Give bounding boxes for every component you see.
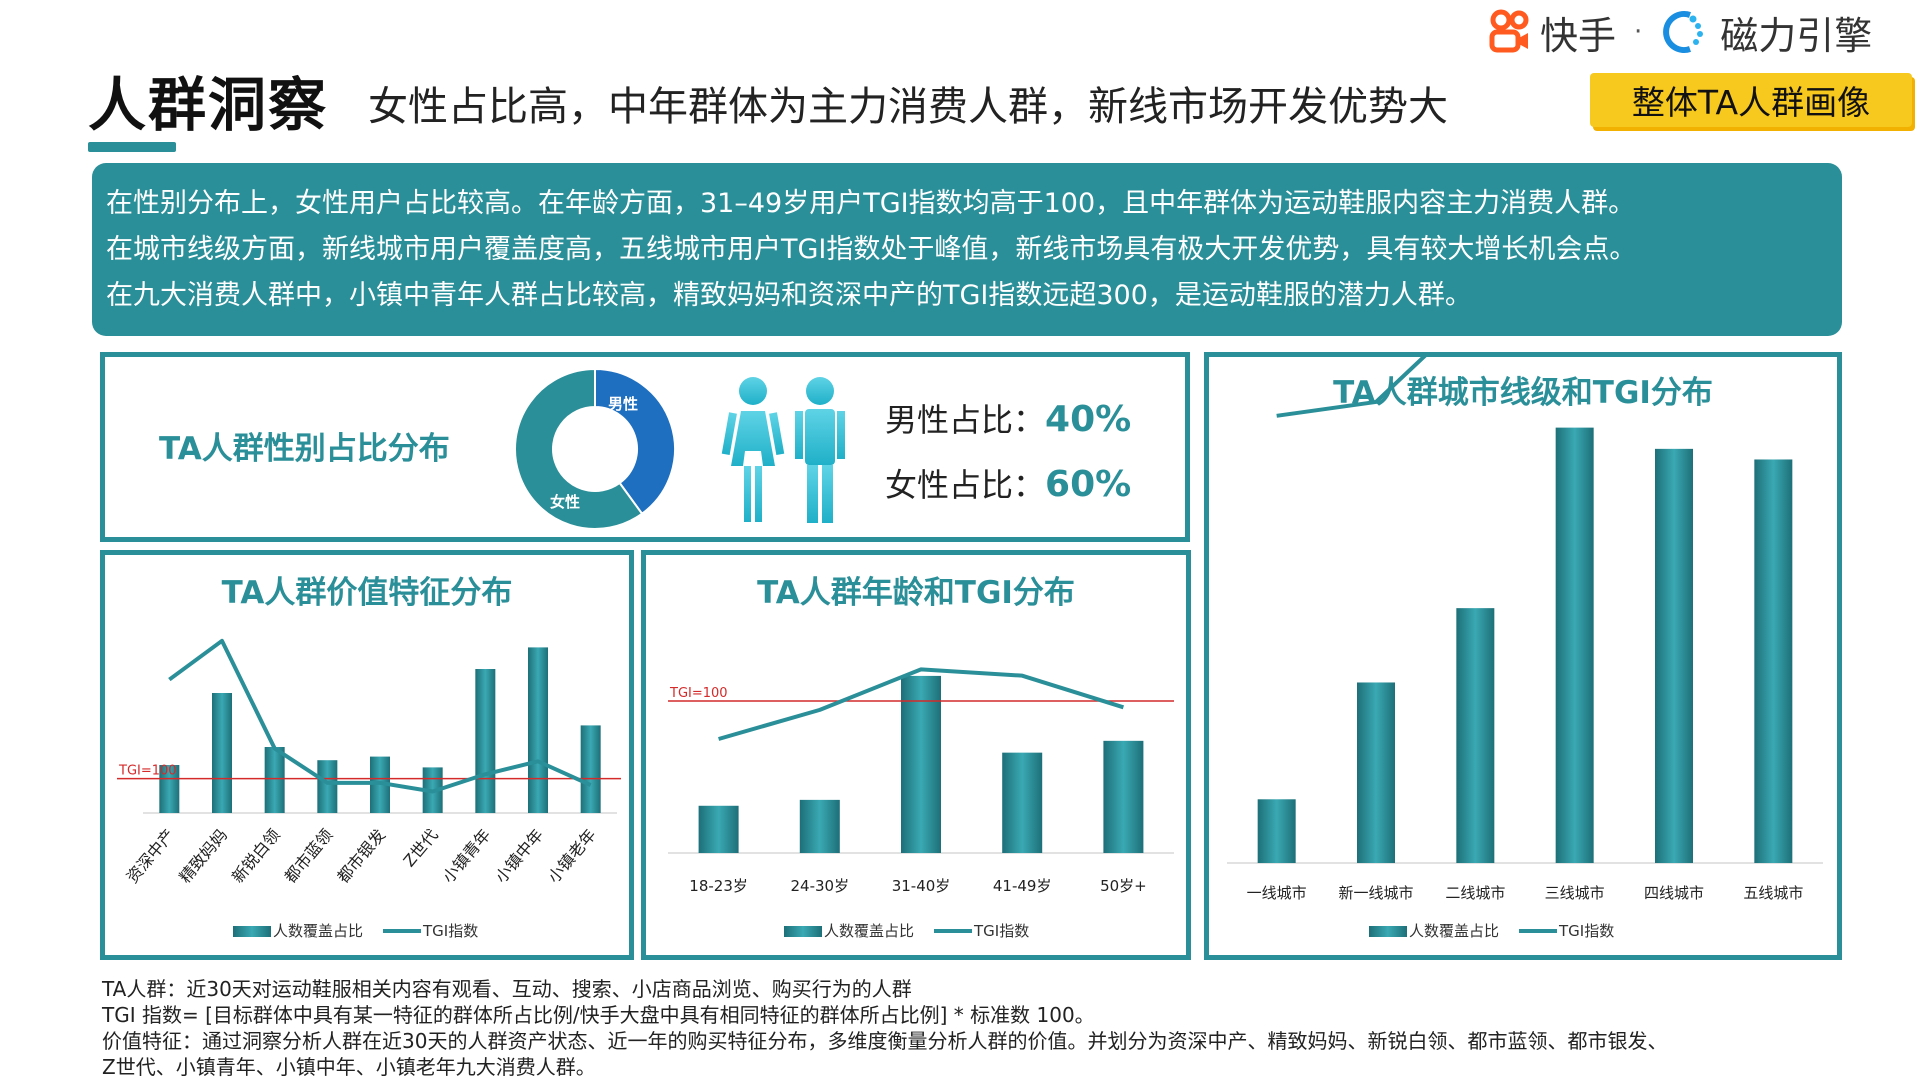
donut-slice-male — [594, 367, 676, 516]
legend-line-label: TGI指数 — [1558, 922, 1614, 940]
category-label: Z世代 — [400, 825, 442, 870]
category-label: 50岁+ — [1100, 877, 1147, 895]
legend-bar-swatch — [784, 926, 822, 937]
age-panel: TA人群年龄和TGI分布 TGI=100 18-23岁 24-30岁 31-40岁 41… — [641, 550, 1191, 960]
bar-小镇青年 — [475, 669, 496, 813]
gender-panel-title: TA人群性别占比分布 — [159, 431, 450, 467]
page-title: 人群洞察 — [88, 71, 329, 139]
summary-box: 在性别分布上，女性用户占比较高。在年龄方面，31–49岁用户TGI指数均高于10… — [92, 163, 1842, 336]
category-label: 精致妈妈 — [175, 825, 231, 886]
bar-四线城市 — [1655, 448, 1693, 863]
gender-donut-chart: 男性 女性 — [514, 367, 676, 530]
male-ratio-label: 男性占比： — [885, 401, 1046, 439]
legend-line-label: TGI指数 — [973, 922, 1029, 940]
category-label: 小镇青年 — [439, 825, 495, 886]
category-label: 三线城市 — [1545, 884, 1605, 902]
section-tag: 整体TA人群画像 — [1590, 73, 1912, 127]
legend-bar-swatch — [1369, 926, 1407, 937]
category-label: 41-49岁 — [993, 877, 1052, 895]
bar-31-40岁 — [901, 675, 941, 853]
bar-小镇老年 — [580, 725, 601, 813]
category-label: 31-40岁 — [892, 877, 951, 895]
female-ratio-label: 女性占比： — [885, 466, 1046, 504]
category-label: 二线城市 — [1445, 884, 1505, 902]
bar-精致妈妈 — [212, 693, 232, 813]
footnote: 价值特征：通过洞察分析人群在近30天的人群资产状态、近一年的购买特征分布，多维度… — [102, 1029, 1668, 1053]
bar-小镇中年 — [528, 647, 548, 813]
city-chart: TGI=100一线城市新一线城市二线城市三线城市四线城市五线城市人数覆盖占比TG… — [1227, 357, 1823, 940]
tgi-reference-label: TGI=100 — [118, 764, 177, 779]
legend-line-label: TGI指数 — [422, 922, 478, 940]
brand-logos: 快手 · 磁力引擎 — [1486, 8, 1872, 58]
footnote: TGI 指数= [目标群体中具有某一特征的群体所占比例/快手大盘中具有相同特征的… — [102, 1003, 1095, 1027]
footnote: Z世代、小镇青年、小镇中年、小镇老年九大消费人群。 — [102, 1055, 596, 1079]
donut-label-female: 女性 — [550, 493, 580, 511]
legend-bar-label: 人数覆盖占比 — [273, 922, 363, 940]
category-label: 资深中产 — [123, 825, 179, 886]
tgi-series-line — [718, 667, 1124, 741]
bar-一线城市 — [1257, 799, 1296, 863]
city-panel: TA人群城市线级和TGI分布 TGI=100一线城市新一线城市二线城市三线城市四… — [1204, 352, 1842, 960]
bar-二线城市 — [1456, 608, 1495, 863]
category-label: 四线城市 — [1644, 884, 1704, 902]
legend-bar-swatch — [233, 926, 271, 937]
bar-三线城市 — [1555, 427, 1594, 863]
male-ratio: 男性占比：40% — [885, 395, 1131, 441]
bar-18-23岁 — [698, 805, 739, 853]
people-icon — [721, 377, 845, 523]
tgi-series-line — [168, 638, 592, 794]
female-figure-icon — [721, 377, 785, 522]
bar-新锐白领 — [264, 747, 285, 813]
male-ratio-value: 40% — [1045, 399, 1132, 440]
category-label: 五线城市 — [1743, 884, 1803, 902]
title-underline — [88, 142, 176, 152]
footnote: TA人群：近30天对运动鞋服相关内容有观看、互动、搜索、小店商品浏览、购买行为的… — [102, 977, 912, 1001]
tgi-reference-label: TGI=100 — [669, 686, 728, 701]
category-label: 小镇老年 — [544, 825, 600, 886]
category-label: 24-30岁 — [791, 877, 850, 895]
summary-line: 在九大消费人群中，小镇中青年人群占比较高，精致妈妈和资深中产的TGI指数远超30… — [106, 280, 1472, 311]
legend-bar-label: 人数覆盖占比 — [824, 922, 914, 940]
gender-panel: TA人群性别占比分布 男性 女性 — [100, 352, 1190, 542]
value-panel: TA人群价值特征分布 TGI=100 资深中产 精致妈妈 新锐白领 都市蓝领 都市银发 Z世… — [100, 550, 634, 960]
bar-五线城市 — [1754, 459, 1793, 863]
category-label: 都市银发 — [333, 825, 389, 886]
age-chart-title: TA人群年龄和TGI分布 — [757, 575, 1075, 611]
summary-line: 在性别分布上，女性用户占比较高。在年龄方面，31–49岁用户TGI指数均高于10… — [106, 188, 1636, 219]
kuaishou-logo-icon — [1489, 9, 1529, 53]
tgi-series-line — [1276, 357, 1427, 418]
bar-24-30岁 — [799, 799, 840, 853]
cili-logo-icon — [1663, 11, 1704, 53]
kuaishou-wordmark: 快手 — [1540, 13, 1617, 58]
category-label: 18-23岁 — [689, 877, 748, 895]
category-label: 小镇中年 — [491, 825, 547, 886]
brand-separator: · — [1634, 17, 1643, 47]
category-label: 一线城市 — [1247, 884, 1307, 902]
category-label: 都市蓝领 — [281, 825, 337, 886]
bar-50岁+ — [1103, 740, 1144, 853]
summary-line: 在城市线级方面，新线城市用户覆盖度高，五线城市用户TGI指数处于峰值，新线市场具… — [106, 234, 1637, 265]
bar-41-49岁 — [1002, 752, 1043, 853]
female-ratio-value: 60% — [1045, 464, 1132, 505]
donut-label-male: 男性 — [608, 395, 638, 413]
page-subtitle: 女性占比高，中年群体为主力消费人群，新线市场开发优势大 — [368, 84, 1448, 130]
age-chart: TGI=100 18-23岁 24-30岁 31-40岁 41-49岁 50岁+ 人数覆盖占… — [668, 667, 1174, 940]
bar-都市蓝领 — [317, 760, 338, 813]
donut-slice-female — [514, 367, 644, 530]
value-chart-title: TA人群价值特征分布 — [221, 575, 513, 611]
legend-bar-label: 人数覆盖占比 — [1409, 922, 1499, 940]
bar-资深中产 — [159, 765, 180, 813]
cili-wordmark: 磁力引擎 — [1720, 13, 1873, 58]
male-figure-icon — [795, 377, 845, 523]
female-ratio: 女性占比：60% — [885, 460, 1131, 506]
category-label: 新一线城市 — [1338, 884, 1413, 902]
category-label: 新锐白领 — [228, 825, 284, 886]
bar-新一线城市 — [1357, 682, 1395, 863]
